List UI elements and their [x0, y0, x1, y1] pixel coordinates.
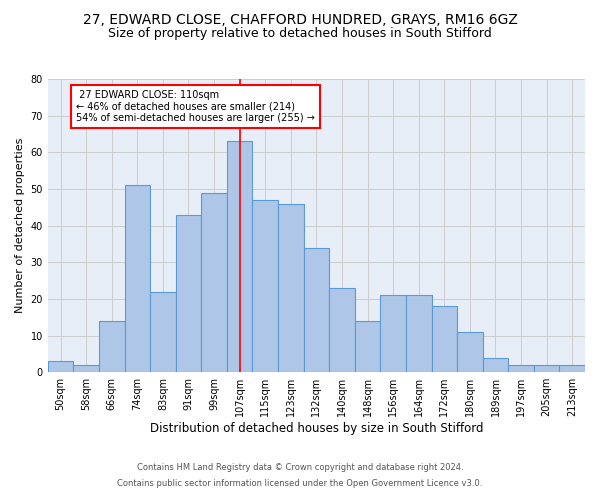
Bar [201, 192, 227, 372]
Bar [48, 361, 73, 372]
Bar [278, 204, 304, 372]
X-axis label: Distribution of detached houses by size in South Stifford: Distribution of detached houses by size … [149, 422, 483, 435]
Bar [329, 288, 355, 372]
Y-axis label: Number of detached properties: Number of detached properties [15, 138, 25, 314]
Text: Contains HM Land Registry data © Crown copyright and database right 2024.: Contains HM Land Registry data © Crown c… [137, 464, 463, 472]
Bar [125, 186, 150, 372]
Bar [482, 358, 508, 372]
Bar [304, 248, 329, 372]
Text: 27, EDWARD CLOSE, CHAFFORD HUNDRED, GRAYS, RM16 6GZ: 27, EDWARD CLOSE, CHAFFORD HUNDRED, GRAY… [83, 12, 517, 26]
Bar [176, 214, 201, 372]
Bar [253, 200, 278, 372]
Bar [99, 321, 125, 372]
Bar [355, 321, 380, 372]
Bar [534, 365, 559, 372]
Bar [457, 332, 482, 372]
Bar [431, 306, 457, 372]
Text: 27 EDWARD CLOSE: 110sqm
← 46% of detached houses are smaller (214)
54% of semi-d: 27 EDWARD CLOSE: 110sqm ← 46% of detache… [76, 90, 315, 123]
Bar [73, 365, 99, 372]
Bar [227, 142, 253, 372]
Bar [380, 295, 406, 372]
Text: Size of property relative to detached houses in South Stifford: Size of property relative to detached ho… [108, 28, 492, 40]
Bar [150, 292, 176, 372]
Bar [559, 365, 585, 372]
Text: Contains public sector information licensed under the Open Government Licence v3: Contains public sector information licen… [118, 478, 482, 488]
Bar [508, 365, 534, 372]
Bar [406, 295, 431, 372]
